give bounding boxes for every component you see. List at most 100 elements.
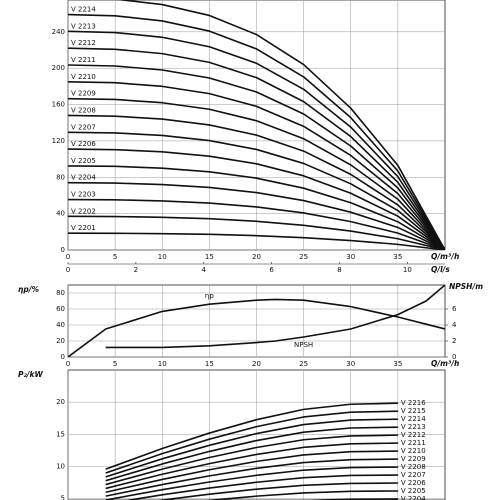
series-label: V 2207 — [71, 123, 96, 131]
y-tick-label: 15 — [56, 430, 65, 438]
series-label: NPSH — [294, 341, 313, 349]
x-tick-label: 25 — [299, 253, 308, 261]
data-line — [68, 131, 445, 250]
data-line — [156, 482, 398, 500]
data-line — [68, 198, 445, 250]
x-axis-title: Q/m³/h — [431, 252, 459, 261]
y-axis-title: ηp/% — [18, 285, 39, 294]
y2-axis-title: NPSH/m — [449, 282, 483, 291]
series-label: V 2203 — [71, 191, 96, 199]
series-label: V 2213 — [71, 22, 96, 30]
series-label: V 2210 — [71, 73, 96, 81]
x2-tick-label: 0 — [66, 266, 70, 274]
y2-tick-label: 0 — [452, 353, 456, 361]
series-label: V 2208 — [71, 106, 96, 114]
y-tick-label: 5 — [61, 495, 65, 500]
y-tick-label: 40 — [56, 321, 65, 329]
x-tick-label: 0 — [66, 360, 70, 368]
data-line — [105, 402, 398, 470]
x-axis-title: Q/m³/h — [431, 359, 459, 368]
series-label: ηp — [205, 292, 214, 300]
data-line — [68, 298, 445, 357]
x-tick-label: 0 — [66, 253, 70, 261]
series-label: V 2209 — [401, 455, 426, 463]
series-label: V 2214 — [71, 6, 96, 14]
x-tick-label: 15 — [205, 360, 214, 368]
data-line — [105, 434, 398, 486]
data-line — [68, 30, 445, 250]
plot-area: ηp NPSH — [68, 285, 445, 357]
x-tick-label: 35 — [393, 360, 402, 368]
x2-tick-label: 10 — [403, 266, 412, 274]
series-label: V 2208 — [401, 463, 426, 471]
x-tick-label: 30 — [346, 253, 355, 261]
data-line — [105, 458, 398, 497]
y-axis-title: P₂/kW — [18, 370, 44, 379]
series-label: V 2212 — [401, 431, 426, 439]
plot-area: V 2201 V 2202 V 2203 V 2204 V 2205 V 2206 V 22… — [68, 0, 445, 250]
data-line — [68, 165, 445, 250]
y-tick-label: 20 — [56, 337, 65, 345]
y2-tick-label: 6 — [452, 305, 457, 313]
data-line — [105, 426, 398, 482]
data-line — [68, 13, 445, 250]
data-line — [68, 181, 445, 250]
x-tick-label: 5 — [113, 253, 117, 261]
data-line — [105, 466, 398, 500]
data-line — [105, 410, 398, 474]
series-label: V 2206 — [401, 479, 426, 487]
series-label: V 2205 — [71, 157, 96, 165]
data-line — [105, 450, 398, 494]
series-label: V 2202 — [71, 207, 96, 215]
y-tick-label: 60 — [56, 305, 65, 313]
series-label: V 2215 — [401, 407, 426, 415]
series-label: V 2204 — [71, 174, 96, 182]
series-label: V 2213 — [401, 423, 426, 431]
series-label: V 2207 — [401, 471, 426, 479]
data-line — [105, 442, 398, 490]
y-tick-label: 40 — [56, 210, 65, 218]
x2-tick-label: 2 — [134, 266, 138, 274]
y-tick-label: 0 — [61, 246, 65, 254]
x-tick-label: 5 — [113, 360, 117, 368]
y2-tick-label: 2 — [452, 337, 456, 345]
x2-tick-label: 6 — [269, 266, 274, 274]
data-line — [116, 0, 445, 250]
x2-tick-label: 8 — [337, 266, 341, 274]
y-tick-label: 200 — [52, 64, 65, 72]
x-tick-label: 15 — [205, 253, 214, 261]
series-label: V 2205 — [401, 487, 426, 495]
series-label: V 2204 — [401, 495, 426, 500]
series-label: V 2214 — [401, 415, 426, 423]
data-line — [105, 285, 445, 349]
series-label: V 2212 — [71, 39, 96, 47]
data-line — [68, 232, 445, 250]
y-tick-label: 0 — [61, 353, 65, 361]
data-line — [105, 418, 398, 478]
data-line — [124, 474, 398, 500]
x-tick-label: 20 — [252, 253, 261, 261]
series-label: V 2209 — [71, 90, 96, 98]
y-tick-label: 80 — [56, 289, 65, 297]
y-tick-label: 20 — [56, 398, 65, 406]
x-tick-label: 25 — [299, 360, 308, 368]
data-line — [204, 490, 398, 500]
data-line — [298, 498, 398, 500]
data-line — [68, 81, 445, 250]
data-line — [68, 97, 445, 250]
data-line — [68, 215, 445, 250]
y-tick-label: 10 — [56, 463, 65, 471]
series-label: V 2216 — [401, 399, 426, 407]
x-tick-label: 35 — [393, 253, 402, 261]
series-label: V 2210 — [401, 447, 426, 455]
data-line — [68, 114, 445, 250]
data-line — [68, 47, 445, 250]
series-label: V 2211 — [71, 56, 96, 64]
y-tick-label: 240 — [52, 28, 65, 36]
x-tick-label: 30 — [346, 360, 355, 368]
data-line — [68, 64, 445, 250]
y-tick-label: 160 — [52, 101, 65, 109]
series-label: V 2201 — [71, 224, 96, 232]
x-tick-label: 10 — [158, 253, 167, 261]
